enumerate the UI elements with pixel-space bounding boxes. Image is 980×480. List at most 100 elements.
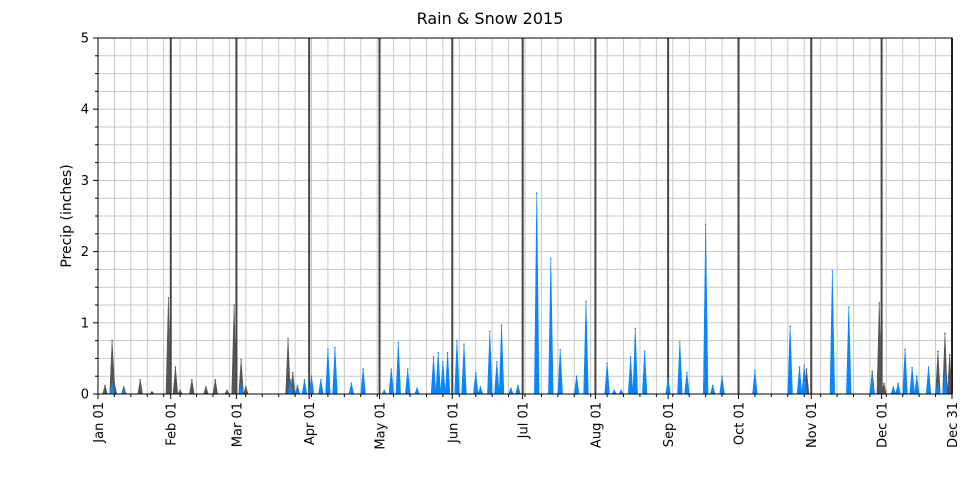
x-tick-label: Feb 01 xyxy=(165,402,180,446)
data-point xyxy=(535,192,538,195)
data-point xyxy=(871,370,874,373)
y-axis-label: Precip (inches) xyxy=(59,164,75,267)
data-point xyxy=(944,371,946,374)
data-point xyxy=(289,378,292,381)
data-point xyxy=(350,382,353,385)
data-point xyxy=(111,382,113,385)
data-point xyxy=(517,384,519,387)
x-tick-label: Jul 01 xyxy=(517,402,532,439)
data-point xyxy=(456,339,458,342)
data-point xyxy=(883,382,885,385)
data-point xyxy=(123,389,125,392)
data-point xyxy=(686,371,688,374)
data-point xyxy=(334,346,336,349)
data-point xyxy=(214,378,217,381)
data-point xyxy=(432,356,435,358)
data-point xyxy=(559,349,561,351)
data-point xyxy=(245,386,247,388)
data-point xyxy=(585,300,587,303)
data-point xyxy=(847,306,850,308)
data-point xyxy=(798,366,801,368)
data-point xyxy=(871,375,874,378)
data-point xyxy=(937,382,939,385)
data-point xyxy=(303,378,306,381)
data-point xyxy=(390,368,393,370)
data-point xyxy=(754,369,756,372)
data-point xyxy=(721,375,723,378)
x-tick-label: Nov 01 xyxy=(805,402,820,448)
x-tick-label: Mar 01 xyxy=(230,402,245,447)
data-point xyxy=(327,348,329,350)
data-point xyxy=(510,387,512,390)
x-tick-label: Oct 01 xyxy=(733,402,748,445)
data-point xyxy=(104,384,106,387)
data-point xyxy=(831,270,834,272)
data-point xyxy=(442,361,444,363)
data-point xyxy=(113,382,116,385)
data-point xyxy=(927,366,930,368)
y-axis: 0 1 2 3 4 5 xyxy=(81,32,98,403)
data-point xyxy=(704,223,707,226)
data-point xyxy=(291,371,294,374)
x-tick-label: Dec 01 xyxy=(876,402,891,448)
data-point xyxy=(406,368,409,370)
data-point xyxy=(296,384,299,387)
data-point xyxy=(634,327,637,330)
data-point xyxy=(916,375,918,378)
data-point xyxy=(575,375,578,378)
data-point xyxy=(226,389,228,392)
data-point xyxy=(287,337,289,340)
data-point xyxy=(878,302,881,304)
x-tick-label: Jun 01 xyxy=(446,402,461,444)
data-point xyxy=(805,368,808,370)
data-point xyxy=(111,339,113,342)
data-point xyxy=(233,304,235,306)
y-tick-label: 1 xyxy=(81,316,89,331)
data-point xyxy=(620,389,622,392)
x-tick-label: May 01 xyxy=(374,402,389,450)
data-point xyxy=(667,377,669,380)
data-point xyxy=(310,375,313,378)
data-point xyxy=(174,366,177,368)
data-point xyxy=(240,382,242,385)
data-point xyxy=(789,325,791,328)
data-point xyxy=(416,387,418,390)
data-point xyxy=(167,297,170,299)
y-tick-label: 5 xyxy=(81,32,89,47)
y-tick-label: 2 xyxy=(81,245,89,260)
y-tick-label: 0 xyxy=(81,388,89,403)
data-point xyxy=(437,351,439,354)
data-point xyxy=(320,378,322,381)
data-point xyxy=(711,384,714,387)
data-point xyxy=(897,382,899,385)
data-point xyxy=(629,356,632,358)
data-point xyxy=(606,362,608,365)
y-tick-label: 4 xyxy=(81,103,89,118)
data-point xyxy=(489,330,491,333)
data-point xyxy=(446,351,449,354)
data-point xyxy=(479,386,482,388)
data-point xyxy=(911,366,913,369)
x-tick-label: Dec 31 xyxy=(946,402,961,448)
data-point xyxy=(463,343,465,345)
data-point xyxy=(179,389,181,392)
data-point xyxy=(496,361,498,363)
data-point xyxy=(904,348,906,350)
data-point xyxy=(550,257,552,260)
data-point xyxy=(151,391,153,393)
data-point xyxy=(803,364,805,367)
data-point xyxy=(474,371,477,374)
grid xyxy=(97,37,953,395)
x-tick-label: Aug 01 xyxy=(589,402,604,448)
data-point xyxy=(500,324,503,326)
data-point xyxy=(944,332,946,335)
data-point xyxy=(643,350,646,353)
data-point xyxy=(191,378,193,381)
data-point xyxy=(397,341,400,344)
x-tick-label: Sep 01 xyxy=(662,402,677,447)
chart-title: Rain & Snow 2015 xyxy=(417,9,564,28)
data-point xyxy=(362,368,364,370)
data-point xyxy=(613,389,615,392)
data-point xyxy=(205,386,207,388)
